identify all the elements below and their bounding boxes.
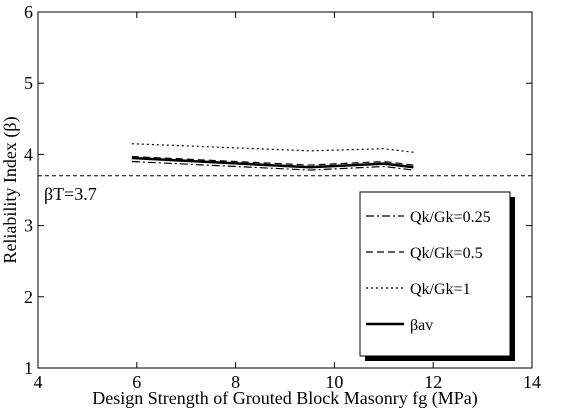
x-tick-label: 14 — [523, 372, 541, 392]
x-tick-label: 8 — [231, 372, 240, 392]
reference-label: βT=3.7 — [44, 184, 97, 204]
x-axis-label: Design Strength of Grouted Block Masonry… — [92, 388, 477, 409]
x-tick-label: 10 — [325, 372, 343, 392]
x-tick-label: 12 — [424, 372, 442, 392]
legend-label: Qk/Gk=1 — [410, 281, 471, 298]
legend-label: βav — [410, 317, 433, 334]
x-tick-label: 4 — [34, 372, 43, 392]
y-axis-label: Reliability Index (β) — [0, 116, 21, 263]
legend-label: Qk/Gk=0.5 — [410, 245, 483, 262]
series-line — [131, 160, 414, 171]
series-line — [131, 143, 414, 153]
y-tick-label: 2 — [24, 287, 33, 307]
legend-label: Qk/Gk=0.25 — [410, 209, 491, 226]
y-tick-label: 6 — [24, 2, 33, 22]
y-tick-label: 4 — [24, 144, 33, 164]
plot-frame — [37, 11, 533, 369]
legend-box — [359, 191, 511, 357]
y-tick-label: 5 — [24, 73, 33, 93]
x-tick-label: 6 — [132, 372, 141, 392]
series-line — [131, 155, 414, 166]
series-line — [131, 156, 414, 169]
y-tick-label: 3 — [24, 216, 33, 236]
y-tick-label: 1 — [24, 358, 33, 378]
